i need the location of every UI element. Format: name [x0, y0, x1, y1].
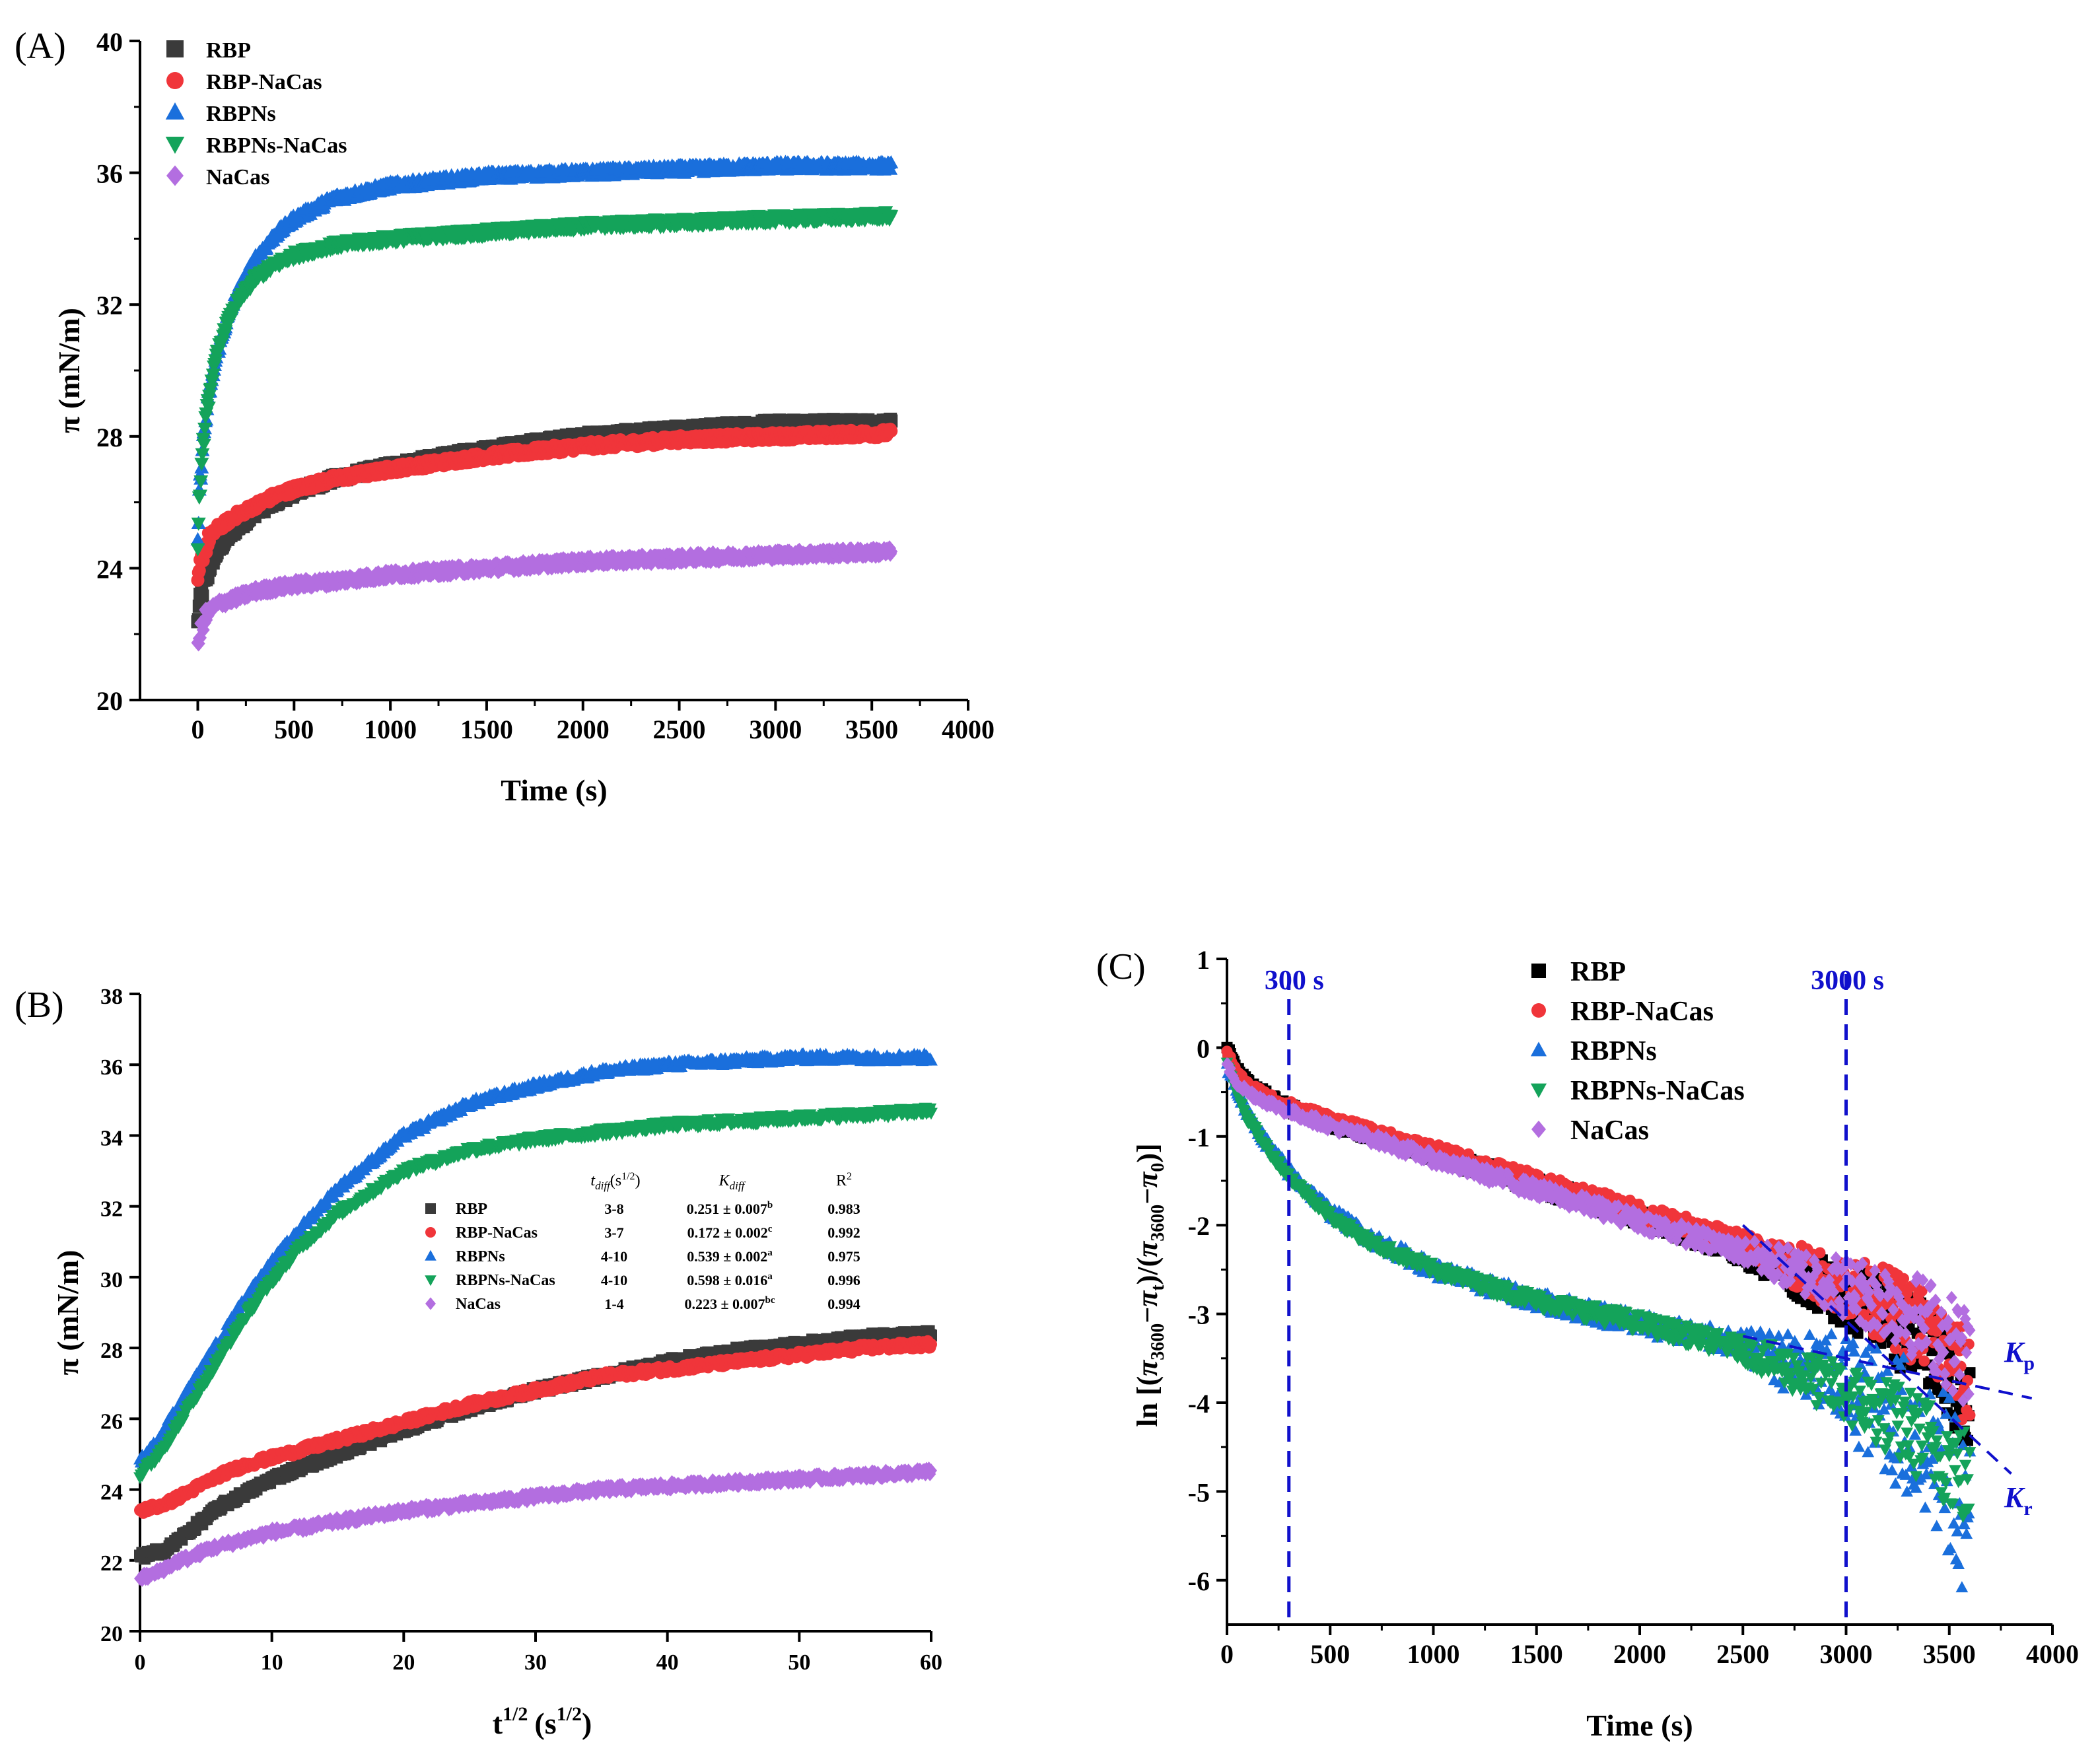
x-tick-label: 40	[656, 1650, 679, 1675]
legend-marker	[166, 40, 184, 57]
x-tick-label: 2000	[557, 715, 610, 744]
legend-label: NaCas	[206, 165, 269, 190]
data-point	[192, 564, 206, 578]
x-tick-label: 2500	[653, 715, 706, 744]
legend-marker	[166, 72, 184, 89]
y-tick-label: 38	[100, 985, 123, 1009]
x-tick-label: 0	[135, 1650, 146, 1675]
y-axis-title: π (mN/m)	[52, 308, 86, 433]
x-tick-label: 0	[191, 715, 204, 744]
text-part: 1/2	[503, 1703, 528, 1725]
panel-a: 0 500 1000 1500 2000 2500 3000 3500 4000 20 24 28 32…	[15, 26, 995, 807]
y-tick-label: 34	[100, 1126, 123, 1150]
legend-label: RBPNs-NaCas	[206, 133, 347, 158]
x-axis-title: Time (s)	[501, 773, 607, 807]
y-tick-label: 36	[100, 1055, 123, 1080]
text-part: (s	[534, 1706, 556, 1740]
text-part: t	[493, 1706, 503, 1740]
legend-marker	[165, 136, 185, 154]
legend: RBP RBP-NaCas RBPNs RBPNs-NaCas NaCas	[165, 38, 347, 190]
y-tick-label: 28	[100, 1339, 123, 1363]
x-axis-title: t1/2 (s1/2)	[493, 1703, 592, 1740]
y-tick-label: 20	[96, 686, 123, 716]
x-tick-label: 3500	[845, 715, 898, 744]
y-tick-label: 22	[100, 1551, 123, 1576]
x-tick-label: 10	[261, 1650, 283, 1675]
x-tick-label: 500	[274, 715, 314, 744]
y-tick-label: 20	[100, 1622, 123, 1646]
x-tick-label: 50	[788, 1650, 810, 1675]
legend-label: RBP	[206, 38, 251, 63]
x-tick-label: 4000	[942, 715, 995, 744]
series-rbp-nacas	[191, 423, 898, 587]
y-tick-label: 32	[96, 291, 123, 320]
y-axis-title: π (mN/m)	[51, 1250, 85, 1376]
legend-label: RBPNs	[206, 102, 276, 126]
panel-b: 0 10 20 30 40 50 6020222426283032343638(B)t1/2…	[15, 985, 942, 1740]
y-tick-label: 26	[100, 1409, 123, 1434]
x-tick-label: 3000	[749, 715, 802, 744]
y-tick-label: 24	[96, 554, 123, 584]
series-nacas	[191, 540, 898, 652]
x-tick-label: 30	[524, 1650, 547, 1675]
x-tick-label: 1500	[460, 715, 513, 744]
data-point	[884, 424, 898, 438]
series-rbp	[134, 1325, 937, 1565]
text-part: 1/2	[557, 1703, 582, 1725]
panel-label: (A)	[15, 26, 66, 67]
y-tick-label: 40	[96, 27, 123, 57]
series-rbpns-nacas	[190, 206, 899, 557]
text-part: )	[582, 1706, 592, 1740]
y-tick-label: 24	[100, 1481, 123, 1505]
panel-label: (B)	[15, 985, 64, 1026]
y-tick-label: 28	[96, 423, 123, 452]
legend-marker	[165, 102, 185, 120]
data-point	[195, 589, 209, 603]
x-tick-label: 1000	[364, 715, 417, 744]
legend-marker	[166, 165, 184, 186]
y-tick-label: 36	[96, 159, 123, 189]
y-tick-label: 32	[100, 1197, 123, 1222]
x-tick-label: 60	[920, 1650, 942, 1675]
x-tick-label: 20	[392, 1650, 415, 1675]
legend-label: RBP-NaCas	[206, 70, 322, 94]
y-tick-label: 30	[100, 1268, 123, 1292]
